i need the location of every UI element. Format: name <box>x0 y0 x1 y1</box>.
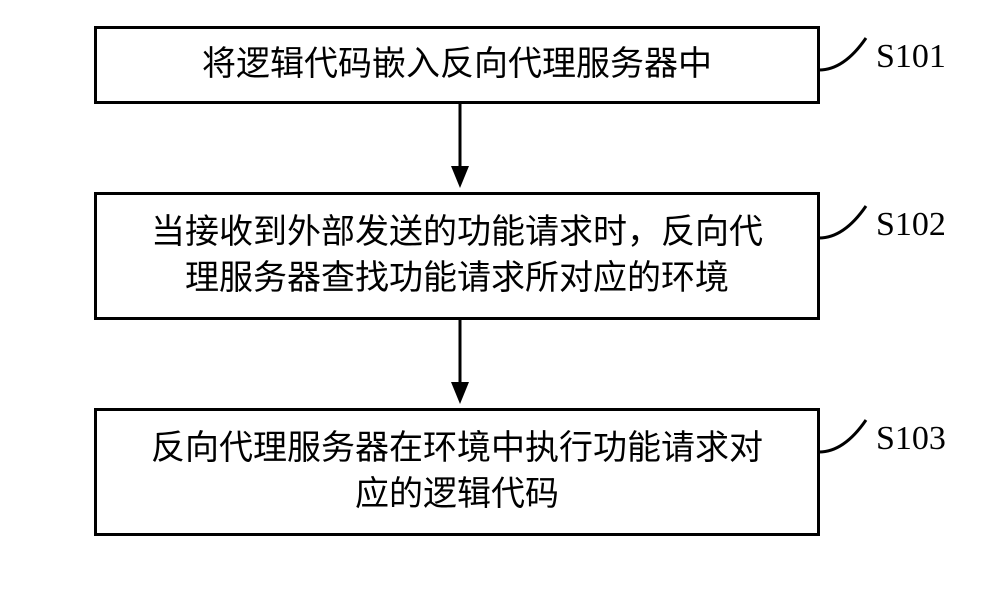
step-box-1: 将逻辑代码嵌入反向代理服务器中 <box>94 26 820 104</box>
step-1-line-1: 将逻辑代码嵌入反向代理服务器中 <box>202 42 712 88</box>
step-text-2: 当接收到外部发送的功能请求时，反向代 理服务器查找功能请求所对应的环境 <box>151 210 763 302</box>
step-2-line-2: 理服务器查找功能请求所对应的环境 <box>151 256 763 302</box>
flow-arrow-1 <box>430 104 490 196</box>
step-label-2: S102 <box>876 206 946 244</box>
step-3-line-2: 应的逻辑代码 <box>151 472 763 518</box>
flowchart-canvas: 将逻辑代码嵌入反向代理服务器中 当接收到外部发送的功能请求时，反向代 理服务器查… <box>0 0 1000 601</box>
label-connector-1 <box>816 30 886 80</box>
step-2-line-1: 当接收到外部发送的功能请求时，反向代 <box>151 210 763 256</box>
label-connector-3 <box>816 412 886 462</box>
step-text-3: 反向代理服务器在环境中执行功能请求对 应的逻辑代码 <box>151 426 763 518</box>
step-box-2: 当接收到外部发送的功能请求时，反向代 理服务器查找功能请求所对应的环境 <box>94 192 820 320</box>
step-text-1: 将逻辑代码嵌入反向代理服务器中 <box>202 42 712 88</box>
label-connector-2 <box>816 198 886 248</box>
flow-arrow-2 <box>430 320 490 412</box>
step-label-3: S103 <box>876 420 946 458</box>
step-3-line-1: 反向代理服务器在环境中执行功能请求对 <box>151 426 763 472</box>
step-box-3: 反向代理服务器在环境中执行功能请求对 应的逻辑代码 <box>94 408 820 536</box>
step-label-1: S101 <box>876 38 946 76</box>
